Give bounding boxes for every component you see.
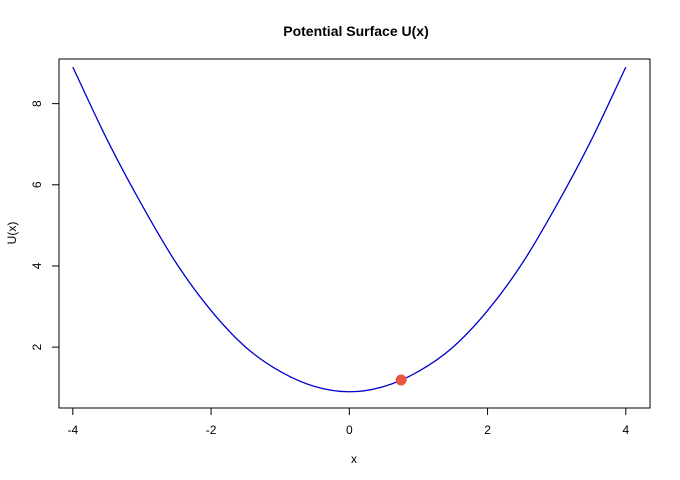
y-axis-label: U(x) <box>5 222 19 245</box>
x-tick-label: 4 <box>622 423 629 437</box>
x-tick-label: 0 <box>346 423 353 437</box>
chart-title: Potential Surface U(x) <box>283 23 428 39</box>
x-tick-label: -2 <box>206 423 217 437</box>
marker-point <box>395 374 407 386</box>
plot-frame <box>58 58 651 409</box>
y-tick-label: 4 <box>30 262 44 269</box>
x-tick-label: 2 <box>484 423 491 437</box>
series-line <box>72 66 627 393</box>
x-axis-label: x <box>351 452 357 466</box>
y-axis: 2 4 6 8 <box>30 100 59 350</box>
x-tick-label: -4 <box>67 423 78 437</box>
x-axis: -4 -2 0 2 4 <box>67 408 629 437</box>
y-tick-label: 2 <box>30 343 44 350</box>
y-tick-label: 8 <box>30 100 44 107</box>
y-tick-label: 6 <box>30 181 44 188</box>
